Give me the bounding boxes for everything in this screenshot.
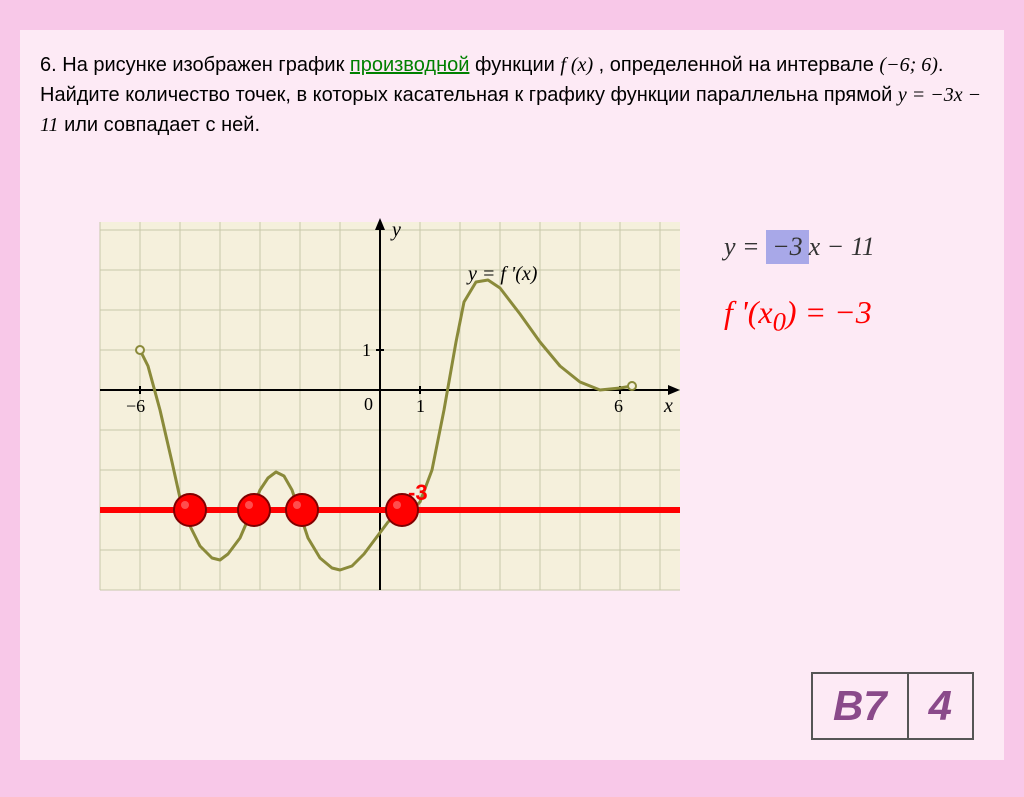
- svg-text:y: y: [390, 219, 401, 241]
- svg-text:1: 1: [362, 340, 371, 360]
- svg-text:0: 0: [364, 394, 373, 414]
- svg-text:x: x: [663, 395, 673, 417]
- problem-number: 6.: [40, 54, 57, 76]
- side-equations: y = −3x − 11 f '(x0) = −3: [724, 230, 984, 337]
- underline-word: производной: [350, 54, 470, 76]
- svg-text:−6: −6: [126, 396, 145, 416]
- answer-table: B7 4: [811, 672, 974, 740]
- highlight-minus3: −3: [766, 230, 809, 264]
- svg-text:6: 6: [614, 396, 623, 416]
- problem-text: 6. На рисунке изображен график производн…: [40, 50, 984, 140]
- fx-inline: f (x): [560, 54, 593, 76]
- interval: (−6; 6): [879, 54, 937, 76]
- derivative-equation: f '(x0) = −3: [724, 294, 984, 337]
- answer-label: B7: [812, 673, 908, 739]
- svg-text:1: 1: [416, 396, 425, 416]
- answer-value: 4: [908, 673, 973, 739]
- line-equation-side: y = −3x − 11: [724, 230, 984, 264]
- graph: yx011−66y = f '(x)-3: [60, 190, 700, 670]
